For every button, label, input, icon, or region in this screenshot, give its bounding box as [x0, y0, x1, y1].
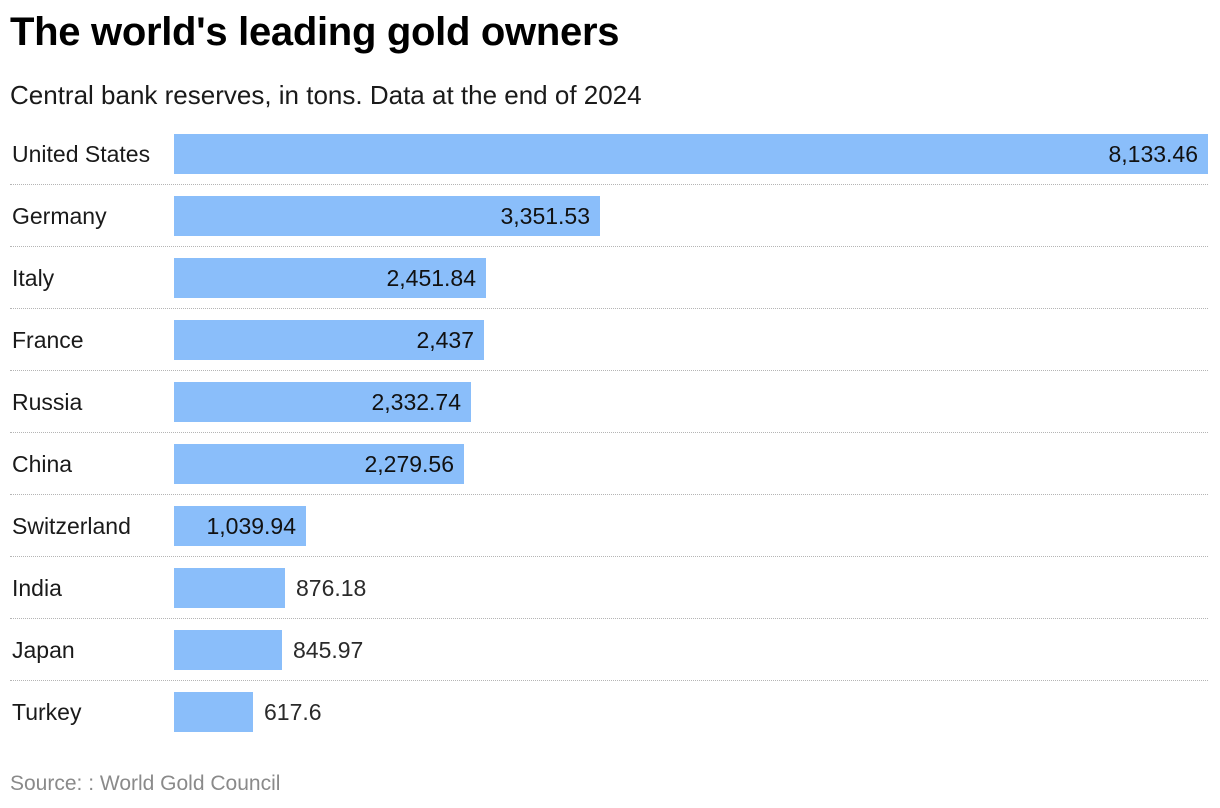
category-label: France	[12, 327, 84, 353]
value-label: 8,133.46	[1108, 141, 1198, 167]
bar-row: Turkey 617.6	[10, 681, 1208, 743]
bar	[174, 382, 471, 422]
category-label: Switzerland	[12, 513, 131, 539]
bar	[174, 258, 486, 298]
bar	[174, 568, 285, 608]
category-label: Japan	[12, 637, 75, 663]
category-label: China	[12, 451, 73, 477]
value-label: 876.18	[296, 575, 367, 601]
value-label: 2,279.56	[364, 451, 454, 477]
bar-row: Switzerland 1,039.94	[10, 495, 1208, 557]
bar-row: United States 8,133.46	[10, 123, 1208, 185]
bar-row: Japan 845.97	[10, 619, 1208, 681]
value-label: 2,451.84	[386, 265, 476, 291]
bar-row: France 2,437	[10, 309, 1208, 371]
bar	[174, 196, 600, 236]
value-label: 1,039.94	[206, 513, 296, 539]
category-label: United States	[12, 141, 151, 167]
bar-row: Italy 2,451.84	[10, 247, 1208, 309]
bar-row: India 876.18	[10, 557, 1208, 619]
bar-chart: United States 8,133.46 Germany 3,351.53 Ital…	[10, 123, 1208, 743]
bar-row: Russia 2,332.74	[10, 371, 1208, 433]
bar	[174, 692, 253, 732]
chart-subtitle: Central bank reserves, in tons. Data at …	[10, 80, 642, 110]
value-label: 2,437	[416, 327, 474, 353]
value-label: 3,351.53	[500, 203, 590, 229]
value-label: 845.97	[293, 637, 364, 663]
value-label: 2,332.74	[371, 389, 461, 415]
category-label: Turkey	[12, 699, 82, 725]
category-label: Germany	[12, 203, 107, 229]
category-label: India	[12, 575, 62, 601]
bar	[174, 134, 1208, 174]
source-note: Source: : World Gold Council	[10, 772, 281, 795]
bar	[174, 320, 484, 360]
category-label: Russia	[12, 389, 83, 415]
bar-row: Germany 3,351.53	[10, 185, 1208, 247]
bar	[174, 506, 306, 546]
category-label: Italy	[12, 265, 55, 291]
value-label: 617.6	[264, 699, 322, 725]
chart-title: The world's leading gold owners	[10, 10, 620, 54]
bar	[174, 444, 464, 484]
bar	[174, 630, 282, 670]
bar-row: China 2,279.56	[10, 433, 1208, 495]
